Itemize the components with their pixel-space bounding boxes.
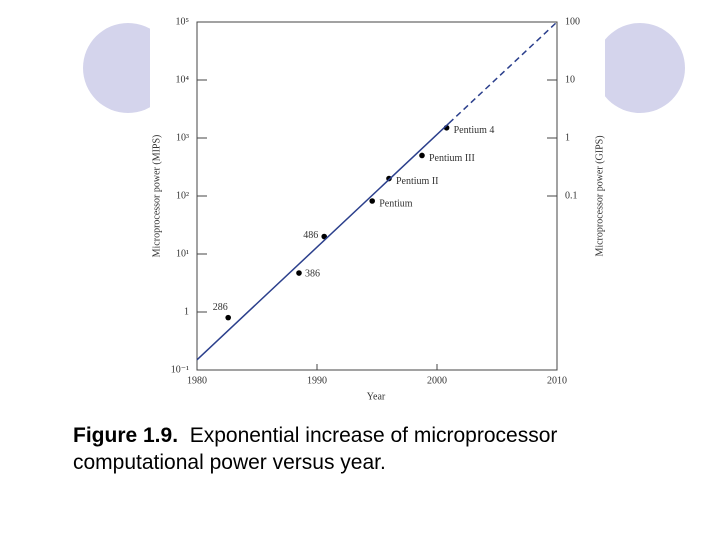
y2-tick-label: 0.1	[565, 190, 578, 201]
point-label: Pentium III	[429, 153, 475, 164]
point-label: 286	[213, 302, 228, 313]
x-tick-label: 1980	[187, 375, 207, 386]
point-label: 486	[303, 230, 318, 241]
y-tick-label: 1	[184, 306, 189, 317]
x-tick-label: 1990	[307, 375, 327, 386]
x-tick-label: 2010	[547, 375, 567, 386]
data-point	[225, 314, 231, 321]
caption: Figure 1.9. Exponential increase of micr…	[73, 422, 673, 476]
y-tick-label: 10¹	[176, 248, 189, 259]
y-tick-label: 10³	[176, 132, 189, 143]
point-label: Pentium II	[396, 176, 439, 187]
y-tick-label: 10⁻¹	[171, 364, 189, 375]
chart-background	[150, 0, 605, 415]
decor-circle	[595, 23, 685, 113]
point-label: Pentium 4	[454, 125, 495, 136]
trend-line	[448, 21, 558, 124]
y2-axis-title: Microprocessor power (GIPS)	[594, 135, 605, 256]
chart: Year Microprocessor power (MIPS) Micropr…	[83, 0, 685, 415]
y-tick-label: 10²	[176, 190, 189, 201]
x-tick-label: 2000	[427, 375, 447, 386]
caption-text: Exponential increase of microprocessor c…	[73, 424, 558, 474]
caption-label: Figure 1.9.	[73, 424, 179, 447]
data-point	[419, 152, 425, 159]
x-axis-title: Year	[367, 391, 386, 402]
data-point	[321, 233, 328, 240]
y2-tick-label: 1	[565, 132, 570, 143]
point-label: 386	[305, 268, 320, 279]
point-label: Pentium	[379, 198, 413, 209]
y2-tick-label: 10	[565, 74, 575, 85]
trend-line	[196, 122, 450, 361]
data-point	[369, 198, 376, 204]
y-tick-label: 10⁴	[176, 74, 190, 85]
y-tick-label: 10⁵	[176, 16, 190, 27]
y-axis-title: Microprocessor power (MIPS)	[151, 135, 162, 258]
y2-tick-label: 100	[565, 16, 580, 27]
data-point	[296, 270, 302, 276]
